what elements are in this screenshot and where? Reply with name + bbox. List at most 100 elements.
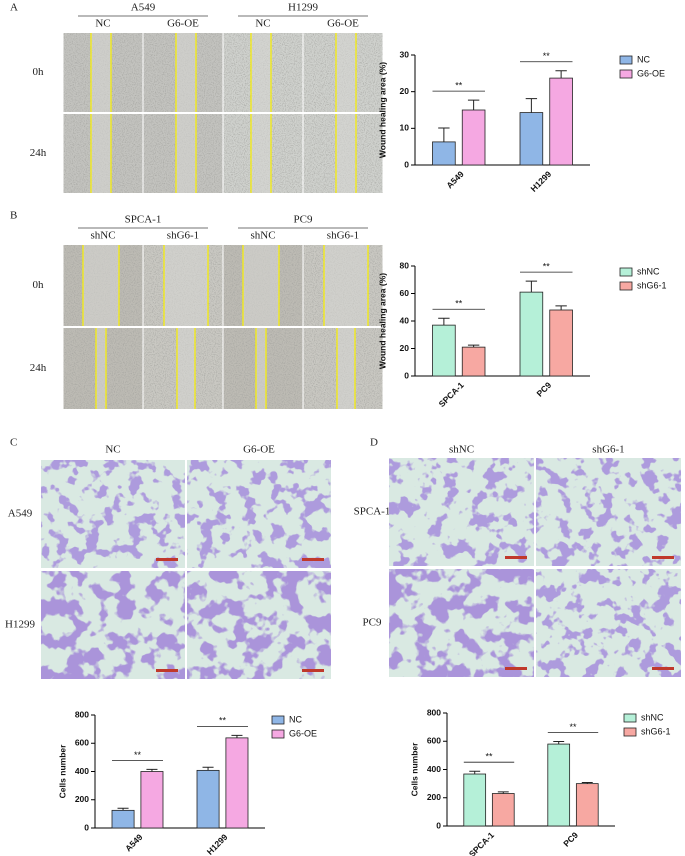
significance-label: **: [543, 262, 551, 272]
error-bar: [467, 344, 480, 348]
row-label: A549: [8, 508, 33, 520]
y-tick-label: 80: [400, 260, 410, 270]
wound-gap: [336, 33, 356, 112]
y-tick-label: 600: [75, 738, 89, 748]
y-tick-label: 40: [400, 315, 410, 325]
bar: [461, 346, 486, 377]
y-tick-label: 30: [400, 49, 410, 59]
significance-label: **: [134, 750, 142, 760]
x-tick-label: PC9: [561, 830, 580, 849]
bar: [225, 737, 249, 829]
error-bar: [117, 807, 129, 811]
error-bar: [231, 734, 243, 738]
legend-label: G6-OE: [289, 728, 317, 738]
scale-bar: [652, 667, 674, 670]
legend-label: NC: [289, 714, 302, 724]
y-tick-label: 400: [75, 766, 89, 776]
legend-swatch: [619, 69, 633, 79]
error-bar: [553, 741, 565, 745]
bar: [432, 324, 456, 377]
significance-label: **: [543, 51, 551, 61]
bar: [111, 809, 135, 829]
y-tick-label: 200: [427, 792, 441, 802]
y-tick-label: 60: [400, 288, 410, 298]
row-label: 0h: [33, 279, 45, 291]
y-tick-label: 20: [400, 86, 410, 96]
legend-swatch: [623, 727, 637, 737]
bar: [547, 743, 571, 827]
legend-label: shG6-1: [637, 280, 667, 290]
x-tick-label: SPCA-1: [437, 380, 466, 409]
bar: [196, 769, 220, 829]
column-label: shG6-1: [167, 230, 199, 242]
group-label: PC9: [294, 214, 313, 226]
y-axis-label: Cells number: [57, 744, 67, 799]
x-tick-label: SPCA-1: [467, 830, 496, 856]
stained-cells: [536, 569, 681, 677]
wound-gap: [91, 33, 111, 112]
y-axis-label: Wound healing area (%): [377, 273, 387, 369]
significance-label: **: [569, 722, 577, 732]
significance-label: **: [485, 752, 493, 762]
wound-gap: [164, 245, 208, 326]
error-bar: [555, 70, 567, 79]
column-label: shNC: [90, 230, 115, 242]
legend-label: NC: [637, 54, 650, 64]
bar: [463, 773, 487, 827]
y-tick-label: 200: [75, 794, 89, 804]
error-bar: [202, 766, 214, 771]
y-tick-label: 0: [436, 820, 441, 830]
y-tick-label: 800: [75, 709, 89, 719]
group-label: SPCA-1: [125, 214, 162, 226]
scale-bar: [652, 556, 674, 559]
panel-letter: B: [10, 210, 17, 222]
wound-gap: [83, 245, 119, 326]
stained-cells: [389, 569, 534, 677]
y-tick-label: 0: [84, 822, 89, 832]
error-bar: [146, 768, 158, 772]
bar: [519, 112, 544, 166]
scale-bar: [156, 669, 178, 672]
legend-label: shNC: [641, 712, 664, 722]
y-axis-label: Wound healing area (%): [377, 62, 387, 158]
stained-cells: [536, 458, 681, 566]
scale-bar: [302, 558, 324, 561]
column-label: NC: [95, 18, 110, 30]
y-tick-label: 20: [400, 343, 410, 353]
error-bar: [469, 770, 481, 775]
legend-swatch: [271, 729, 285, 739]
x-tick-label: PC9: [534, 380, 553, 399]
bar: [491, 793, 515, 827]
error-bar: [555, 305, 567, 310]
y-tick-label: 600: [427, 736, 441, 746]
x-tick-label: H1299: [528, 169, 553, 194]
error-bar: [581, 781, 593, 784]
stained-cells: [41, 571, 185, 679]
x-tick-label: H1299: [205, 832, 230, 856]
row-label: H1299: [5, 619, 35, 631]
column-label: G6-OE: [167, 18, 199, 30]
x-tick-label: A549: [123, 832, 145, 854]
column-label: NC: [255, 18, 270, 30]
legend-swatch: [619, 267, 633, 277]
error-bar: [497, 791, 509, 794]
wound-gap: [243, 245, 279, 326]
legend-label: shNC: [637, 266, 660, 276]
row-label: PC9: [363, 617, 382, 629]
x-tick-label: A549: [444, 169, 466, 191]
y-tick-label: 800: [427, 707, 441, 717]
bar: [461, 109, 486, 166]
stained-cells: [187, 571, 331, 679]
row-label: 24h: [30, 362, 47, 374]
row-label: 24h: [30, 147, 47, 159]
column-label: shG6-1: [327, 230, 359, 242]
wound-gap: [336, 114, 356, 193]
bar: [519, 291, 544, 377]
column-label: G6-OE: [327, 18, 359, 30]
wound-gap: [176, 33, 196, 112]
panel-letter: C: [10, 437, 17, 449]
row-label: SPCA-1: [354, 506, 391, 518]
group-label: H1299: [288, 2, 318, 14]
bar: [549, 77, 573, 166]
